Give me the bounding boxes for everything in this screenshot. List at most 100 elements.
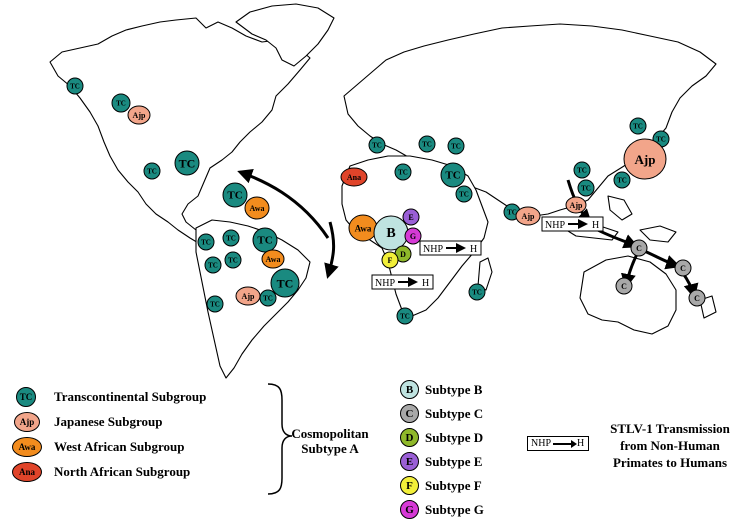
legend-row-ana: Ana North African Subgroup: [12, 462, 190, 482]
marker-tc-circle: [270, 268, 300, 298]
marker-tc-circle: [396, 307, 414, 325]
marker-tc-circle: [222, 229, 240, 247]
marker-awa: Awa: [348, 214, 378, 242]
legend-label: Subtype G: [425, 501, 484, 517]
marker-ajp-label: Ajp: [522, 212, 535, 221]
marker-tc-circle: [259, 289, 277, 307]
marker-b-label: B: [386, 226, 395, 241]
legend-row-subtype-g: G Subtype G: [400, 500, 484, 519]
marker-tc-label: TC: [257, 235, 272, 247]
cosmopolitan-label: Cosmopolitan Subtype A: [290, 426, 370, 456]
marker-tc-circle: [204, 256, 222, 274]
cosmopolitan-line2: Subtype A: [301, 441, 359, 456]
cosmopolitan-line1: Cosmopolitan: [291, 426, 369, 441]
marker-e-circle: [402, 208, 420, 226]
marker-tc: TC: [222, 182, 248, 208]
marker-ajp-circle: [623, 138, 667, 180]
legend-row-subtype-f: F Subtype F: [400, 476, 482, 495]
marker-tc: TC: [270, 268, 300, 298]
marker-tc-circle: [66, 77, 84, 95]
marker-tc: TC: [394, 163, 412, 181]
marker-ajp-circle: [127, 105, 151, 125]
marker-tc-label: TC: [472, 289, 482, 297]
marker-tc-label: TC: [263, 295, 273, 303]
ana-legend-marker: Ana: [12, 462, 42, 482]
marker-tc: TC: [222, 229, 240, 247]
marker-tc: TC: [143, 162, 161, 180]
marker-tc: TC: [418, 135, 436, 153]
legend-nhp-from: NHP: [531, 438, 552, 449]
marker-tc-circle: [222, 182, 248, 208]
marker-c-label: C: [694, 294, 700, 303]
marker-f: F: [381, 251, 399, 269]
marker-tc-circle: [455, 185, 473, 203]
subtype-b-marker: B: [400, 380, 419, 399]
marker-tc: TC: [368, 136, 386, 154]
legend-row-awa: Awa West African Subgroup: [12, 437, 185, 457]
marker-ana-label: Ana: [347, 173, 361, 182]
marker-tc-label: TC: [398, 169, 408, 177]
marker-ajp: Ajp: [515, 206, 541, 226]
marker-tc-circle: [143, 162, 161, 180]
subtype-e-marker: E: [400, 452, 419, 471]
marker-tc-label: TC: [277, 277, 294, 291]
marker-tc-circle: [206, 295, 224, 313]
marker-ajp: Ajp: [127, 105, 151, 125]
marker-ajp: Ajp: [235, 286, 261, 306]
marker-tc-circle: [368, 136, 386, 154]
legend-row-tc: TC Transcontinental Subgroup: [16, 387, 206, 407]
marker-awa-label: Awa: [250, 204, 265, 213]
stlv-line3: Primates to Humans: [612, 455, 728, 470]
legend-label: West African Subgroup: [54, 439, 185, 454]
marker-g-circle: [404, 227, 422, 245]
nhp-box-from: NHP: [423, 244, 443, 255]
marker-tc-label: TC: [372, 142, 382, 150]
marker-tc-label: TC: [228, 257, 238, 265]
marker-ajp-label: Ajp: [635, 152, 656, 167]
marker-tc: TC: [206, 295, 224, 313]
marker-tc-circle: [252, 227, 278, 253]
marker-tc-label: TC: [422, 141, 432, 149]
marker-tc-circle: [440, 162, 466, 188]
marker-tc-label: TC: [116, 100, 126, 108]
legend-row-subtype-c: C Subtype C: [400, 404, 483, 423]
marker-tc: TC: [577, 179, 595, 197]
marker-tc-label: TC: [226, 235, 236, 243]
legend-label: Japanese Subgroup: [54, 414, 163, 429]
nhp-box-africa-1: NHP H: [419, 240, 482, 256]
marker-ajp-circle: [565, 196, 587, 214]
marker-e-label: E: [408, 213, 413, 222]
marker-tc-label: TC: [179, 157, 196, 171]
marker-tc: TC: [111, 93, 131, 113]
marker-tc-circle: [573, 161, 591, 179]
marker-tc-label: TC: [208, 262, 218, 270]
marker-ajp-circle: [515, 206, 541, 226]
marker-tc: TC: [573, 161, 591, 179]
marker-awa: Awa: [261, 249, 285, 269]
marker-c-label: C: [680, 264, 686, 273]
marker-tc: TC: [66, 77, 84, 95]
marker-tc-label: TC: [577, 167, 587, 175]
marker-tc-circle: [577, 179, 595, 197]
marker-tc-label: TC: [210, 301, 220, 309]
marker-tc-circle: [468, 283, 486, 301]
marker-tc: TC: [396, 307, 414, 325]
marker-tc: TC: [259, 289, 277, 307]
marker-f-label: F: [388, 256, 393, 265]
nhp-box-from: NHP: [375, 278, 395, 289]
marker-awa-label: Awa: [266, 255, 281, 264]
marker-c: C: [688, 289, 706, 307]
marker-c-circle: [674, 259, 692, 277]
marker-tc-circle: [111, 93, 131, 113]
marker-tc: TC: [204, 256, 222, 274]
subtype-g-marker: G: [400, 500, 419, 519]
marker-tc-label: TC: [400, 313, 410, 321]
marker-ana: Ana: [340, 167, 368, 187]
marker-tc: TC: [440, 162, 466, 188]
nhp-box-asia: NHP H: [541, 216, 604, 232]
marker-tc: TC: [613, 171, 631, 189]
legend-label: Subtype C: [425, 405, 484, 421]
arrow-africa-to-north-america: [237, 169, 330, 239]
legend-label: Subtype D: [425, 429, 484, 445]
